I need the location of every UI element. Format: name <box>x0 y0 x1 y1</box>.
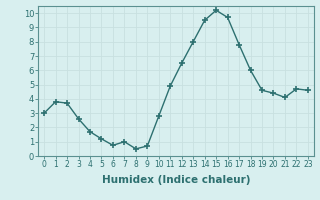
X-axis label: Humidex (Indice chaleur): Humidex (Indice chaleur) <box>102 175 250 185</box>
